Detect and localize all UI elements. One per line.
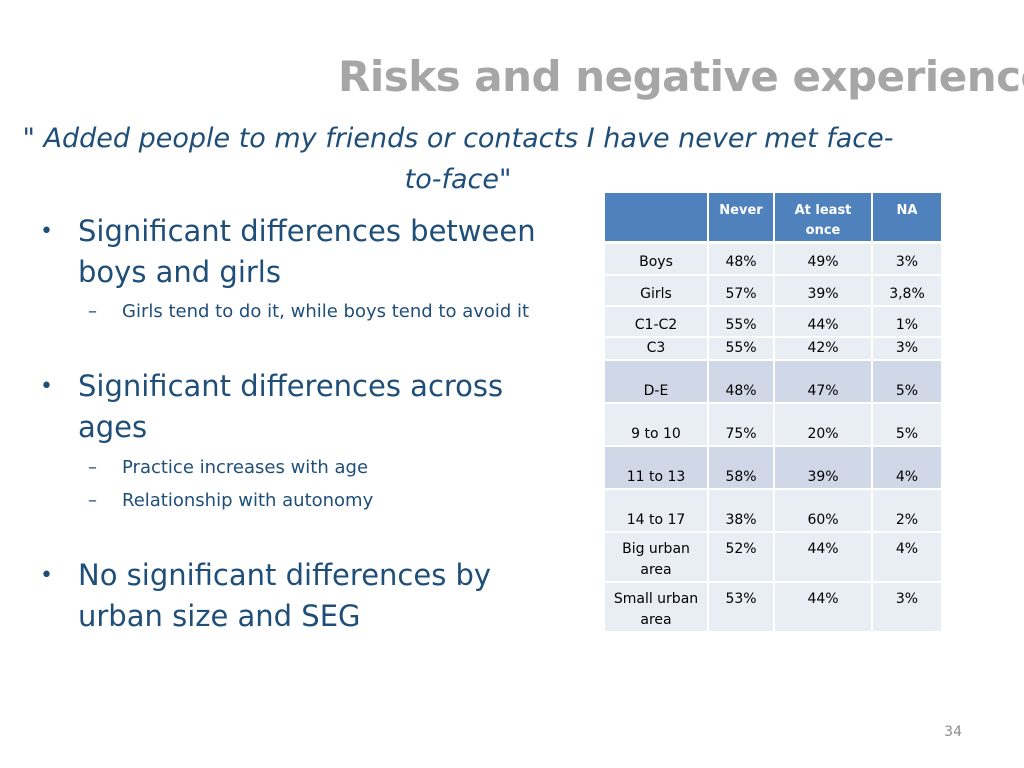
dash-icon: – (88, 301, 97, 322)
table-cell: 11 to 13 (605, 445, 709, 490)
table-cell: 39% (774, 274, 873, 307)
table-cell: C1-C2 (605, 305, 709, 338)
table-cell: 3% (872, 581, 941, 633)
bullet-text: No significant differences by urban size… (78, 558, 492, 633)
sub-bullet-item: – Relationship with autonomy (88, 484, 373, 517)
table-cell: C3 (605, 336, 709, 361)
table-row: Big urban area 52% 44% 4% (605, 531, 941, 583)
table-cell: 20% (774, 402, 873, 447)
bullet-dot-icon: • (40, 219, 53, 244)
table-cell: 44% (774, 305, 873, 338)
table-cell: Girls (605, 274, 709, 307)
table-cell: 52% (708, 531, 775, 583)
table-cell: 48% (708, 242, 775, 276)
bullet-dot-icon: • (40, 563, 53, 588)
results-table: Never At least once NA Boys 48% 49% 3% G… (605, 193, 941, 633)
table-header-cell (605, 193, 709, 244)
table-cell: 4% (872, 531, 941, 583)
bullet-text: Significant differences between boys and… (78, 214, 536, 289)
table-cell: 47% (774, 359, 873, 404)
table-cell: 55% (708, 336, 775, 361)
table-cell: 5% (872, 359, 941, 404)
sub-bullet-text: Girls tend to do it, while boys tend to … (122, 301, 530, 322)
table-header-cell: At least once (774, 193, 873, 244)
table-cell: Boys (605, 242, 709, 276)
sub-bullet-text: Practice increases with age (122, 457, 369, 478)
dash-icon: – (88, 457, 97, 478)
bullet-item: • Significant differences between boys a… (40, 211, 540, 293)
table-cell: 1% (872, 305, 941, 338)
table-header-cell: Never (708, 193, 775, 244)
table-cell: 57% (708, 274, 775, 307)
table-header-row: Never At least once NA (605, 193, 941, 244)
table-cell: 3% (872, 336, 941, 361)
table-row: Boys 48% 49% 3% (605, 242, 941, 276)
slide-title: Risks and negative experiences (338, 52, 1024, 101)
bullet-dot-icon: • (40, 374, 53, 399)
page-number: 34 (944, 724, 962, 740)
table-cell: 49% (774, 242, 873, 276)
table-cell: 38% (708, 488, 775, 533)
table-cell: 2% (872, 488, 941, 533)
table-row: D-E 48% 47% 5% (605, 359, 941, 404)
table-header-cell: NA (872, 193, 941, 244)
table-row: Girls 57% 39% 3,8% (605, 274, 941, 307)
sub-bullet-text: Relationship with autonomy (122, 490, 374, 511)
table-cell: 44% (774, 581, 873, 633)
bullet-text: Significant differences across ages (78, 369, 504, 444)
table-cell: 39% (774, 445, 873, 490)
table-cell: 5% (872, 402, 941, 447)
sub-bullet-item: – Girls tend to do it, while boys tend to… (88, 295, 529, 328)
table-row: C1-C2 55% 44% 1% (605, 305, 941, 338)
table-cell: 53% (708, 581, 775, 633)
table-cell: 4% (872, 445, 941, 490)
table-cell: 44% (774, 531, 873, 583)
dash-icon: – (88, 490, 97, 511)
table-row: 14 to 17 38% 60% 2% (605, 488, 941, 533)
table-cell: 9 to 10 (605, 402, 709, 447)
table-row: 9 to 10 75% 20% 5% (605, 402, 941, 447)
table-row: C3 55% 42% 3% (605, 336, 941, 361)
table-cell: 14 to 17 (605, 488, 709, 533)
table-cell: 75% (708, 402, 775, 447)
table-row: Small urban area 53% 44% 3% (605, 581, 941, 633)
table-cell: Big urban area (605, 531, 709, 583)
table-cell: 60% (774, 488, 873, 533)
table-cell: 55% (708, 305, 775, 338)
table-cell: 42% (774, 336, 873, 361)
table-cell: 3,8% (872, 274, 941, 307)
table-cell: 48% (708, 359, 775, 404)
sub-bullet-item: – Practice increases with age (88, 451, 368, 484)
bullet-item: • No significant differences by urban si… (40, 555, 540, 637)
table-cell: 3% (872, 242, 941, 276)
bullet-item: • Significant differences across ages (40, 366, 540, 448)
table-cell: 58% (708, 445, 775, 490)
quote-subtitle: " Added people to my friends or contacts… (22, 123, 894, 195)
table-cell: D-E (605, 359, 709, 404)
table-row: 11 to 13 58% 39% 4% (605, 445, 941, 490)
table-cell: Small urban area (605, 581, 709, 633)
